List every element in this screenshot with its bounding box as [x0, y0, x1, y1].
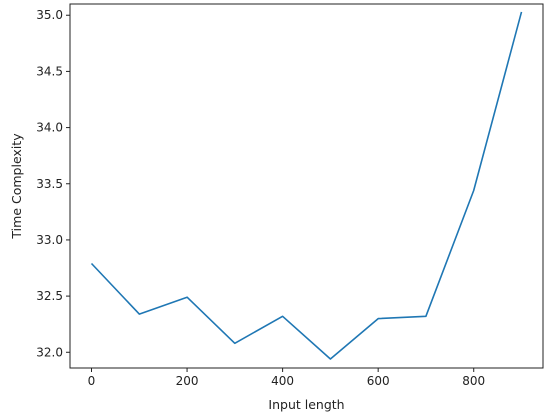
y-tick-label: 34.5 [36, 64, 63, 78]
x-tick-label: 0 [88, 374, 96, 388]
series-line [90, 11, 523, 360]
x-axis-label: Input length [268, 397, 344, 412]
y-tick-label: 32.0 [36, 345, 63, 359]
x-tick-label: 400 [271, 374, 294, 388]
plot-frame [69, 3, 544, 369]
series-layer [90, 11, 523, 360]
y-tick-label: 33.5 [36, 177, 63, 191]
x-tick-label: 200 [176, 374, 199, 388]
y-tick-label: 33.0 [36, 233, 63, 247]
x-axis: 0 200 400 600 800 [88, 368, 485, 388]
x-tick-label: 800 [462, 374, 485, 388]
y-tick-label: 32.5 [36, 289, 63, 303]
y-axis-label: Time Complexity [9, 133, 24, 240]
y-tick-label: 34.0 [36, 121, 63, 135]
y-axis: 32.0 32.5 33.0 33.5 34.0 34.5 35.0 [36, 8, 70, 359]
y-tick-label: 35.0 [36, 8, 63, 22]
x-tick-label: 600 [367, 374, 390, 388]
